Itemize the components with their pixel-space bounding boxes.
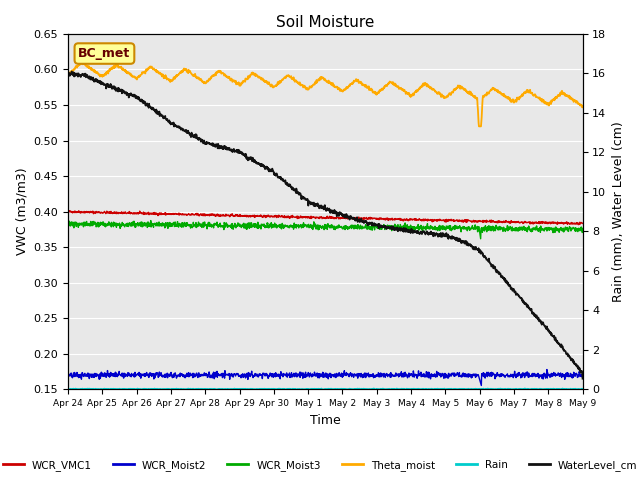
X-axis label: Time: Time: [310, 414, 340, 427]
Text: BC_met: BC_met: [78, 47, 131, 60]
Y-axis label: Rain (mm), Water Level (cm): Rain (mm), Water Level (cm): [612, 121, 625, 302]
Legend: WCR_VMC1, WCR_Moist2, WCR_Moist3, Theta_moist, Rain, WaterLevel_cm: WCR_VMC1, WCR_Moist2, WCR_Moist3, Theta_…: [0, 456, 640, 475]
Y-axis label: VWC (m3/m3): VWC (m3/m3): [15, 168, 28, 255]
Title: Soil Moisture: Soil Moisture: [276, 15, 374, 30]
